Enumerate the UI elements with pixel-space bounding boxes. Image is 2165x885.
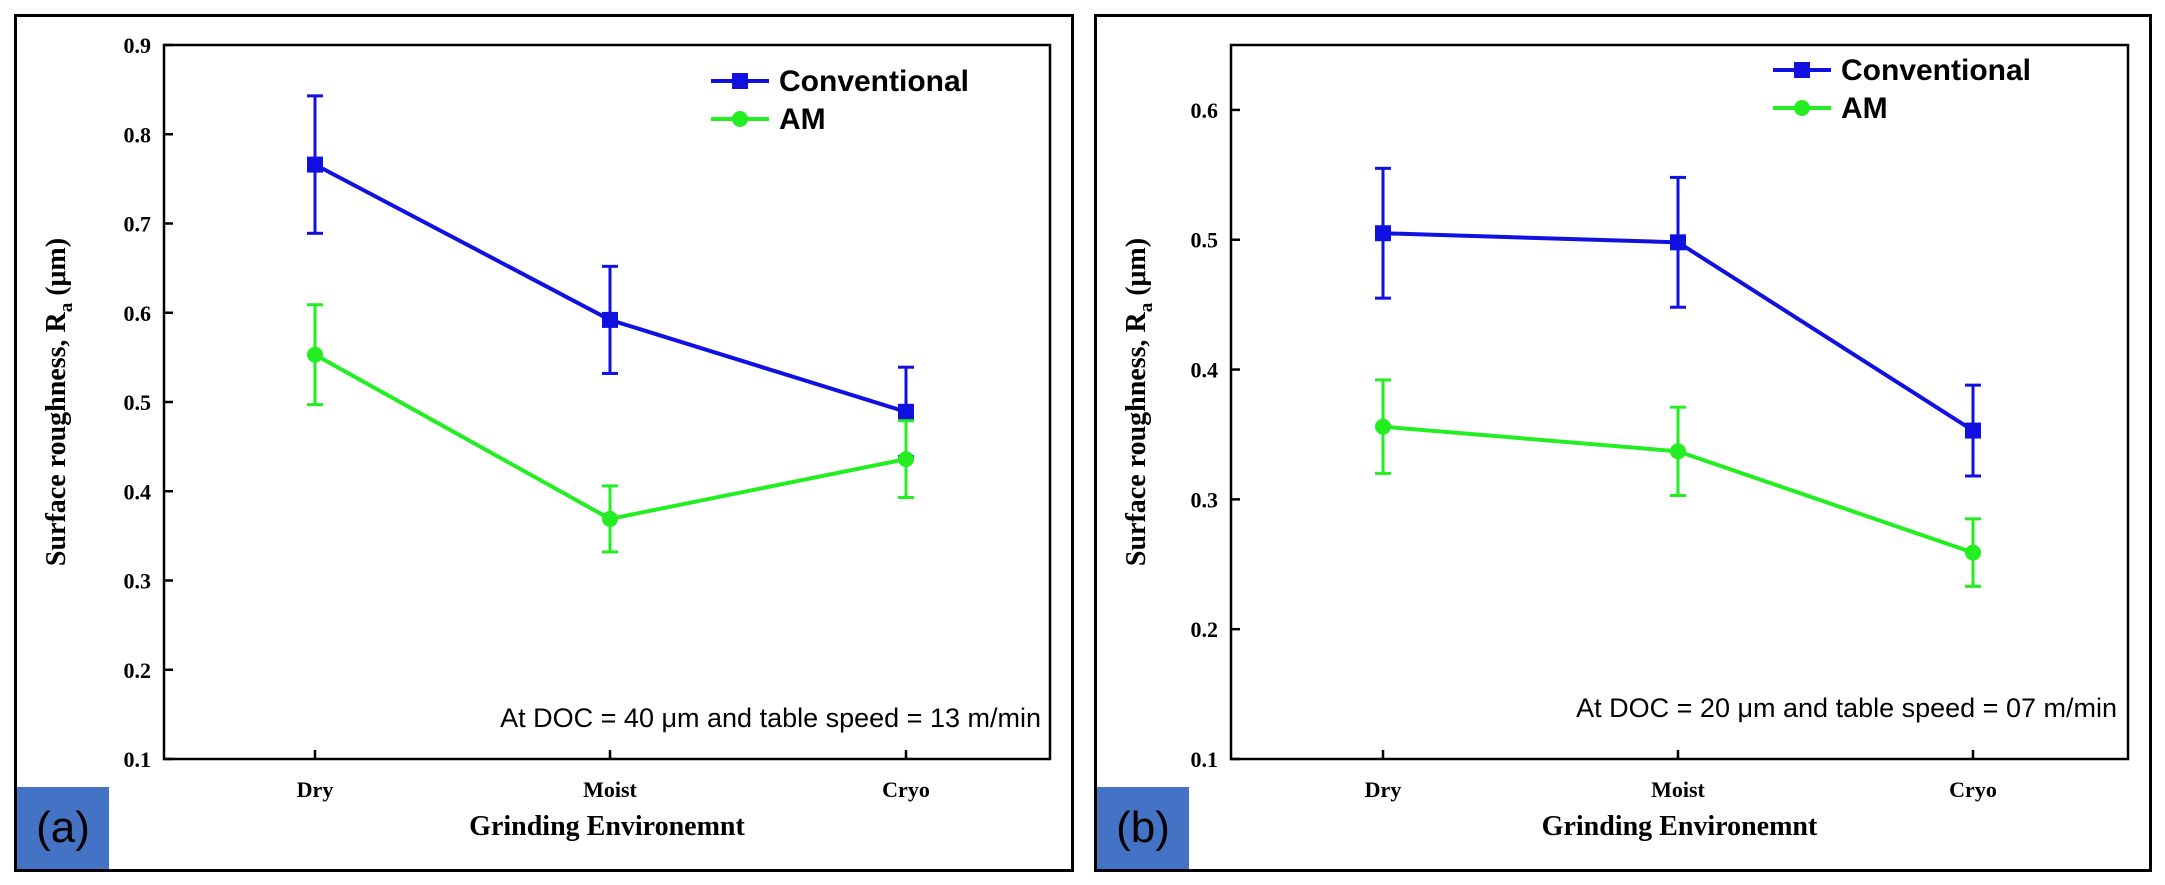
y-tick-label: 0.7 — [124, 212, 152, 237]
data-point-am — [1965, 544, 1981, 561]
y-tick-label: 0.2 — [1191, 617, 1219, 642]
legend-label-am: AM — [779, 103, 826, 136]
x-tick-label: Cryo — [882, 777, 930, 802]
y-axis-label-subscript: a — [56, 302, 77, 312]
annotation-text: At DOC = 20 μm and table speed = 07 m/mi… — [1576, 693, 2117, 723]
data-point-conventional — [1375, 225, 1391, 242]
data-point-am — [898, 451, 914, 468]
annotation-text: At DOC = 40 μm and table speed = 13 m/mi… — [500, 703, 1041, 733]
chart-a: 0.1 0.2 0.3 0.4 0.5 0.6 0.7 0.8 0.9 Dry Moist Cryo G… — [41, 33, 1052, 842]
chart-b: 0.1 0.2 0.3 0.4 0.5 0.6 Dry Moist Cryo Grinding E… — [1121, 43, 2130, 842]
data-point-conventional — [602, 311, 618, 328]
legend-marker-am — [732, 111, 748, 127]
legend-marker-conventional — [732, 73, 748, 89]
data-point-am — [307, 346, 323, 363]
x-axis-label: Grinding Environemnt — [469, 811, 745, 842]
legend-marker-conventional — [1794, 62, 1810, 78]
legend-label-conventional: Conventional — [1841, 54, 2031, 87]
x-tick-label: Moist — [1651, 777, 1705, 802]
y-tick-label: 0.5 — [124, 390, 152, 415]
y-axis-label: Surface roughness, Ra (μm) — [41, 238, 77, 566]
y-tick-label: 0.6 — [124, 301, 152, 326]
legend-marker-am — [1794, 100, 1810, 116]
y-tick-label: 0.3 — [124, 569, 152, 594]
x-tick-label: Dry — [1365, 777, 1402, 802]
chart-panel-a: 0.1 0.2 0.3 0.4 0.5 0.6 0.7 0.8 0.9 Dry Moist Cryo G… — [14, 14, 1074, 872]
plot-frame — [1229, 43, 2130, 761]
data-point-am — [1670, 443, 1686, 460]
y-tick-label: 0.8 — [124, 122, 152, 147]
y-tick-label: 0.3 — [1191, 487, 1219, 512]
data-point-conventional — [1670, 234, 1686, 251]
data-point-conventional — [1965, 422, 1981, 439]
y-axis-label-main: Surface roughness, R — [41, 311, 72, 566]
y-axis-label: Surface roughness, Ra (μm) — [1121, 238, 1157, 566]
x-axis-label: Grinding Environemnt — [1542, 811, 1818, 842]
y-axis-label-main: Surface roughness, R — [1121, 311, 1152, 566]
y-tick-label: 0.6 — [1191, 98, 1219, 123]
plot-frame — [162, 43, 1052, 761]
y-tick-label: 0.4 — [1191, 358, 1219, 383]
y-axis-label-subscript: a — [1136, 302, 1157, 312]
data-point-am — [602, 510, 618, 527]
y-tick-label: 0.4 — [124, 479, 152, 504]
x-tick-label: Dry — [297, 777, 334, 802]
legend-label-am: AM — [1841, 92, 1888, 125]
y-tick-label: 0.1 — [1191, 747, 1219, 772]
panel-label-a: (a) — [17, 787, 109, 869]
y-axis-label-unit: (μm) — [1121, 238, 1152, 303]
legend-label-conventional: Conventional — [779, 65, 969, 98]
data-point-conventional — [307, 156, 323, 173]
chart-panel-b: 0.1 0.2 0.3 0.4 0.5 0.6 Dry Moist Cryo Grinding E… — [1094, 14, 2152, 872]
x-tick-label: Cryo — [1949, 777, 1997, 802]
data-point-am — [1375, 418, 1391, 435]
y-tick-label: 0.1 — [124, 747, 152, 772]
y-axis-label-unit: (μm) — [41, 238, 72, 303]
y-tick-label: 0.5 — [1191, 228, 1219, 253]
data-point-conventional — [898, 403, 914, 420]
x-tick-label: Moist — [583, 777, 637, 802]
panel-label-b: (b) — [1097, 787, 1189, 869]
y-tick-label: 0.2 — [124, 658, 152, 683]
y-tick-label: 0.9 — [124, 33, 152, 58]
